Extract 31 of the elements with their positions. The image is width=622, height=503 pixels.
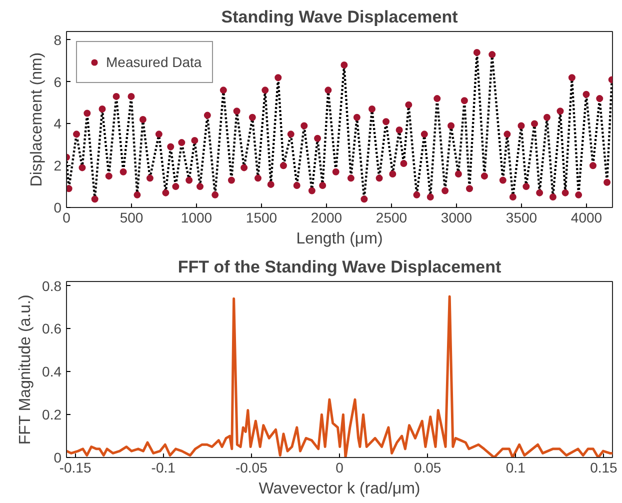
legend-label: Measured Data xyxy=(106,54,202,70)
y-axis-title: FFT Magnitude (a.u.) xyxy=(17,294,34,445)
x-tick-label: 0.05 xyxy=(414,460,442,476)
y-tick-label: 2 xyxy=(54,158,62,174)
x-tick-label: -0.05 xyxy=(235,460,268,476)
x-tick-label: 500 xyxy=(120,210,144,226)
x-tick-label: 3500 xyxy=(506,210,538,226)
x-tick-label: 2500 xyxy=(376,210,408,226)
x-tick-label: 1000 xyxy=(180,210,212,226)
x-axis-title: Wavevector k (rad/μm) xyxy=(258,480,420,498)
x-tick-label: -0.1 xyxy=(151,460,176,476)
x-tick-label: 0.1 xyxy=(506,460,526,476)
y-axis-title: Displacement (nm) xyxy=(28,52,46,187)
y-tick-label: 0.2 xyxy=(42,406,62,423)
y-tick-label: 4 xyxy=(54,116,62,132)
x-tick-label: 1500 xyxy=(246,210,278,226)
x-tick-label: 0 xyxy=(336,460,344,476)
x-axis-title: Length (μm) xyxy=(296,230,383,248)
y-tick-label: 0.6 xyxy=(42,320,62,337)
chart-title: Standing Wave Displacement xyxy=(221,8,458,26)
chart-title: FFT of the Standing Wave Displacement xyxy=(178,258,502,276)
x-tick-label: 0.15 xyxy=(590,460,618,476)
y-tick-label: 0.8 xyxy=(42,278,62,294)
y-tick-label: 0.4 xyxy=(42,364,62,380)
y-tick-label: 0 xyxy=(54,200,62,216)
x-tick-label: 2000 xyxy=(310,210,342,226)
y-tick-label: 6 xyxy=(54,74,62,90)
x-tick-label: 3000 xyxy=(440,210,472,226)
y-tick-label: 8 xyxy=(54,32,62,48)
x-tick-label: 4000 xyxy=(570,210,602,226)
y-tick-label: 0 xyxy=(54,450,62,466)
